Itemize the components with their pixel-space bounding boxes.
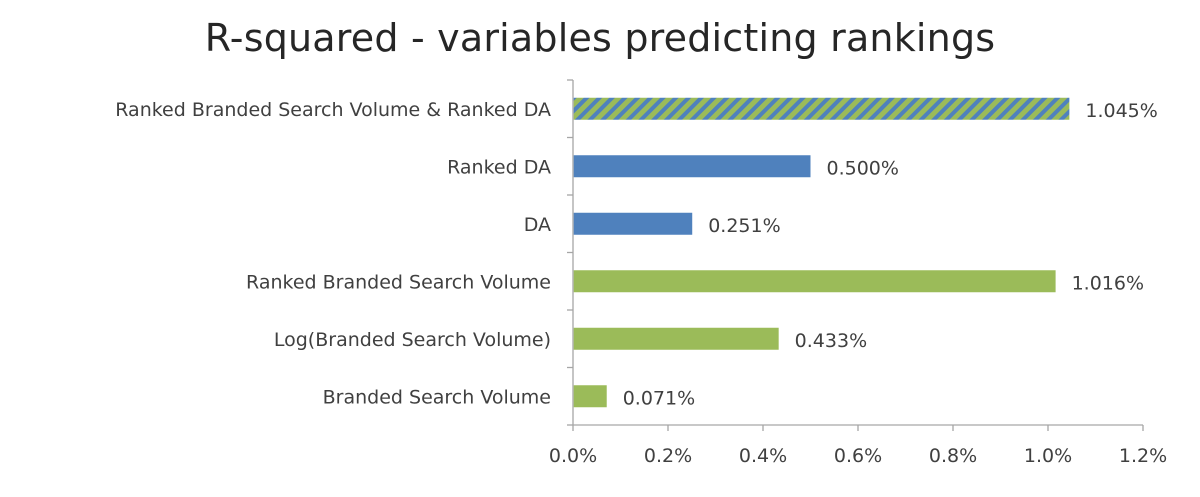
x-tick-label: 0.4% [739,445,787,467]
category-label: Ranked DA [447,156,551,178]
data-label: 1.016% [1072,272,1144,294]
chart-title: R-squared - variables predicting ranking… [204,16,996,60]
x-tick-label: 1.0% [1024,445,1072,467]
category-label: DA [524,214,551,236]
data-label: 0.071% [623,387,695,409]
x-tick-label: 0.6% [834,445,882,467]
data-label: 1.045% [1085,100,1157,122]
category-label: Ranked Branded Search Volume & Ranked DA [115,99,551,121]
x-tick-label: 0.0% [549,445,597,467]
data-label: 0.433% [795,330,867,352]
bar [573,97,1070,120]
bar [573,212,693,235]
bar [573,327,779,350]
x-tick-label: 1.2% [1119,445,1167,467]
x-tick-label: 0.2% [644,445,692,467]
bar [573,155,811,178]
data-label: 0.251% [708,215,780,237]
data-label: 0.500% [827,157,899,179]
category-label: Ranked Branded Search Volume [246,271,551,293]
category-label: Branded Search Volume [323,386,551,408]
bar [573,270,1056,293]
category-label: Log(Branded Search Volume) [274,329,551,351]
bar [573,385,607,408]
x-tick-label: 0.8% [929,445,977,467]
